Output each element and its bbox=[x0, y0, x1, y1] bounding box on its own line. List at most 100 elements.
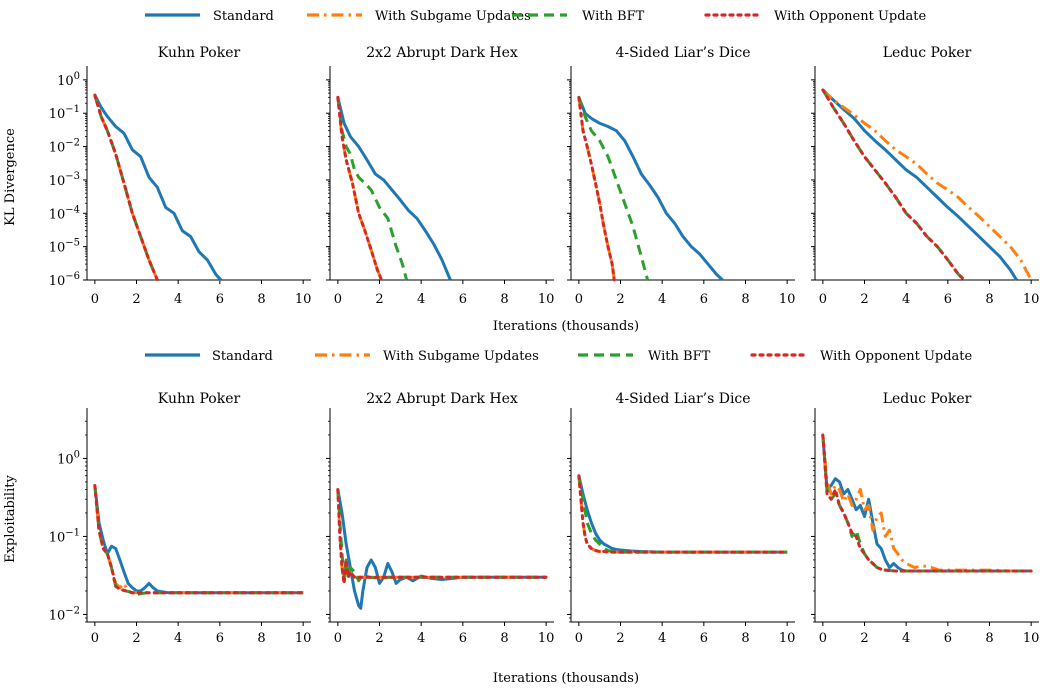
series-line-0-2-2 bbox=[577, 96, 650, 281]
series-line-0-0-2 bbox=[93, 94, 159, 281]
series-line-0-2-1 bbox=[577, 97, 616, 281]
series-line-0-3-0 bbox=[821, 88, 1018, 281]
x-tick-label-0-2-1: 2 bbox=[616, 292, 624, 307]
x-tick-label-0-3-1: 2 bbox=[860, 292, 868, 307]
panel-title-1-2: 4-Sided Liar’s Dice bbox=[615, 391, 750, 407]
series-line-1-0-0 bbox=[93, 485, 304, 595]
series-line-0-3-1 bbox=[821, 88, 1033, 281]
x-tick-label-0-1-2: 4 bbox=[417, 292, 425, 307]
series-line-0-3-3 bbox=[821, 88, 966, 282]
x-tick-label-0-2-0: 0 bbox=[575, 292, 583, 307]
legend-label-0-row0: Standard bbox=[213, 9, 274, 24]
y-tick-label-1-2: 10−2 bbox=[49, 605, 80, 623]
x-tick-label-0-1-0: 0 bbox=[334, 292, 342, 307]
series-line-0-0-0 bbox=[93, 94, 222, 281]
series-line-0-3-2 bbox=[821, 89, 966, 282]
legend-label-2-row1: With BFT bbox=[648, 349, 711, 364]
x-tick-label-0-2-3: 6 bbox=[700, 292, 708, 307]
y-tick-label-1-1: 10−1 bbox=[49, 527, 80, 545]
x-tick-label-0-3-2: 4 bbox=[902, 292, 910, 307]
series-line-1-1-1 bbox=[336, 489, 547, 585]
series-line-0-1-0 bbox=[336, 96, 452, 281]
y-tick-label-0-5: 10−5 bbox=[49, 238, 80, 256]
y-tick-label-0-3: 10−3 bbox=[49, 171, 80, 189]
panel-title-0-1: 2x2 Abrupt Dark Hex bbox=[366, 45, 518, 61]
panel-title-1-0: Kuhn Poker bbox=[158, 391, 241, 407]
panel-title-0-0: Kuhn Poker bbox=[158, 45, 241, 61]
x-tick-label-0-3-4: 8 bbox=[985, 292, 993, 307]
legend-label-1-row0: With Subgame Updates bbox=[375, 9, 531, 24]
x-tick-label-0-2-2: 4 bbox=[658, 292, 666, 307]
x-tick-label-1-3-2: 4 bbox=[902, 631, 910, 646]
y-axis-label-1: Exploitability bbox=[3, 475, 18, 563]
y-tick-label-0-4: 10−4 bbox=[49, 204, 80, 222]
x-tick-label-0-1-4: 8 bbox=[500, 292, 508, 307]
panel-title-0-3: Leduc Poker bbox=[883, 45, 972, 61]
x-tick-label-1-1-3: 6 bbox=[459, 631, 467, 646]
panel-title-1-3: Leduc Poker bbox=[883, 391, 972, 407]
x-axis-label-0: Iterations (thousands) bbox=[493, 319, 639, 334]
x-tick-label-0-0-0: 0 bbox=[91, 292, 99, 307]
x-tick-label-1-0-5: 10 bbox=[295, 631, 312, 646]
series-line-0-2-3 bbox=[577, 95, 616, 282]
x-tick-label-1-3-3: 6 bbox=[944, 631, 952, 646]
x-tick-label-1-2-5: 10 bbox=[779, 631, 796, 646]
series-line-1-1-2 bbox=[336, 489, 547, 583]
x-tick-label-1-3-5: 10 bbox=[1023, 631, 1040, 646]
series-line-1-2-0 bbox=[577, 475, 788, 554]
x-tick-label-0-0-1: 2 bbox=[132, 292, 140, 307]
x-tick-label-0-0-2: 4 bbox=[174, 292, 182, 307]
x-tick-label-0-2-5: 10 bbox=[779, 292, 796, 307]
x-tick-label-0-2-4: 8 bbox=[741, 292, 749, 307]
series-line-0-0-3 bbox=[93, 93, 159, 282]
x-tick-label-1-0-3: 6 bbox=[216, 631, 224, 646]
legend-label-3-row1: With Opponent Update bbox=[820, 349, 973, 364]
x-tick-label-1-2-4: 8 bbox=[741, 631, 749, 646]
y-tick-label-0-2: 10−2 bbox=[49, 138, 80, 156]
y-axis-label-0: KL Divergence bbox=[3, 128, 18, 226]
x-tick-label-1-1-0: 0 bbox=[334, 631, 342, 646]
x-tick-label-1-2-3: 6 bbox=[700, 631, 708, 646]
x-tick-label-0-0-4: 8 bbox=[257, 292, 265, 307]
series-line-1-3-3 bbox=[821, 433, 1033, 573]
panel-title-0-2: 4-Sided Liar’s Dice bbox=[615, 45, 750, 61]
x-tick-label-1-2-0: 0 bbox=[575, 631, 583, 646]
x-tick-label-0-0-5: 10 bbox=[295, 292, 312, 307]
x-tick-label-1-1-4: 8 bbox=[500, 631, 508, 646]
series-line-1-2-3 bbox=[577, 474, 789, 554]
series-line-1-2-1 bbox=[577, 475, 788, 554]
y-tick-label-0-6: 10−6 bbox=[49, 271, 80, 289]
y-tick-label-1-0: 100 bbox=[57, 449, 80, 467]
series-line-1-2-2 bbox=[577, 475, 788, 554]
x-tick-label-1-0-4: 8 bbox=[257, 631, 265, 646]
x-tick-label-1-2-1: 2 bbox=[616, 631, 624, 646]
x-axis-label-1: Iterations (thousands) bbox=[493, 671, 639, 686]
x-tick-label-1-1-2: 4 bbox=[417, 631, 425, 646]
x-tick-label-1-2-2: 4 bbox=[658, 631, 666, 646]
x-tick-label-1-0-0: 0 bbox=[91, 631, 99, 646]
legend-label-0-row1: Standard bbox=[212, 349, 273, 364]
x-tick-label-0-1-3: 6 bbox=[459, 292, 467, 307]
x-tick-label-1-3-1: 2 bbox=[860, 631, 868, 646]
panel-title-1-1: 2x2 Abrupt Dark Hex bbox=[366, 391, 518, 407]
x-tick-label-0-0-3: 6 bbox=[216, 292, 224, 307]
x-tick-label-1-3-4: 8 bbox=[985, 631, 993, 646]
x-tick-label-0-3-3: 6 bbox=[944, 292, 952, 307]
x-tick-label-1-1-1: 2 bbox=[375, 631, 383, 646]
x-tick-label-0-3-0: 0 bbox=[819, 292, 827, 307]
x-tick-label-0-3-5: 10 bbox=[1023, 292, 1040, 307]
x-tick-label-1-0-1: 2 bbox=[132, 631, 140, 646]
y-tick-label-0-1: 10−1 bbox=[49, 104, 80, 122]
legend-label-3-row0: With Opponent Update bbox=[774, 9, 927, 24]
series-line-0-2-0 bbox=[577, 96, 724, 282]
y-tick-label-0-0: 100 bbox=[57, 71, 80, 89]
series-line-1-1-3 bbox=[336, 487, 548, 585]
x-tick-label-0-1-1: 2 bbox=[375, 292, 383, 307]
x-tick-label-1-0-2: 4 bbox=[174, 631, 182, 646]
series-line-0-1-3 bbox=[336, 95, 384, 282]
x-tick-label-1-3-0: 0 bbox=[819, 631, 827, 646]
series-line-1-1-0 bbox=[336, 489, 547, 610]
series-line-0-1-2 bbox=[336, 97, 409, 281]
series-line-1-0-3 bbox=[93, 483, 305, 595]
